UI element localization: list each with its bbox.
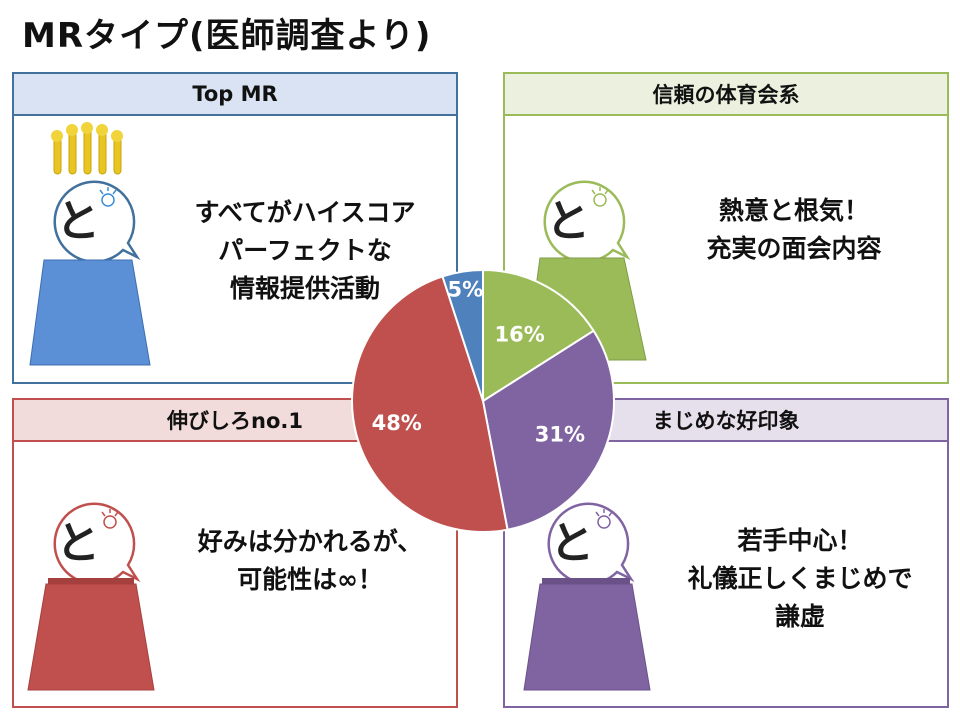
svg-text:と: と [546,196,590,247]
pie-label-0: 16% [494,322,544,346]
svg-text:と: と [550,518,594,569]
pie-chart: 16% 31% 48% 5% [351,268,615,533]
svg-text:と: と [56,196,100,247]
crown-icon [51,122,123,175]
mascot-nobishiro: と [27,502,155,691]
panel-text-top-mr: すべてがハイスコア パーフェクトな 情報提供活動 [194,198,416,303]
svg-text:と: と [56,518,100,569]
pie-slice-3 [441,268,484,402]
slide-title: MRタイプ(医師調査より) [22,16,432,56]
mascot-top-mr: と [29,122,151,366]
pie-label-2: 48% [372,411,422,435]
panel-text-nobishiro: 好みは分かれるが、 可能性は∞！ [197,527,423,594]
panel-text-majime: 若手中心！ 礼儀正しくまじめで 謙虚 [687,526,913,631]
panel-text-taiikukai: 熱意と根気！ 充実の面会内容 [706,196,882,263]
pie-label-3: 5% [448,278,484,302]
pie-slice-1 [481,329,615,531]
pie-slice-2 [351,275,509,533]
pie-slice-0 [482,268,595,403]
pie-label-1: 31% [535,422,585,446]
mascot-majime: と [523,502,651,691]
panel-header-top-mr: Top MR [14,74,456,116]
panel-header-taiikukai: 信頼の体育会系 [505,74,947,116]
